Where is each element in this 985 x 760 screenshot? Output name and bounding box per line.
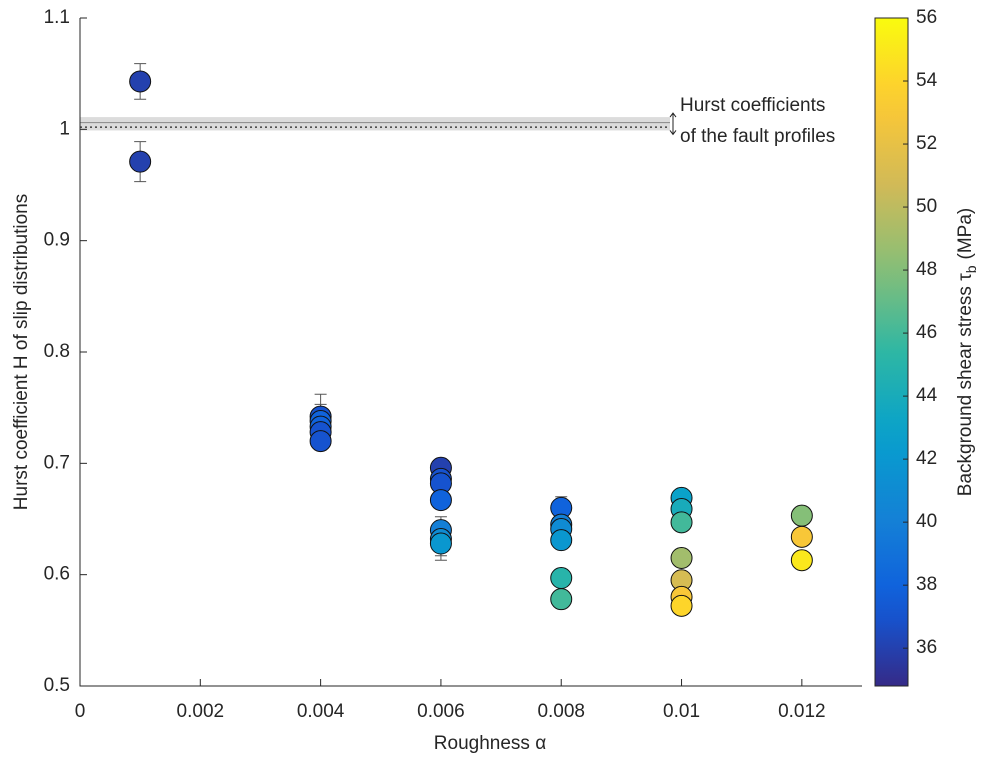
- x-tick-label: 0.006: [417, 701, 465, 722]
- colorbar-tick-label: 42: [916, 448, 937, 469]
- point: [670, 546, 693, 569]
- x-tick-label: 0.008: [537, 701, 585, 722]
- colorbar-tick-label: 54: [916, 70, 938, 91]
- point: [550, 588, 573, 611]
- x-tick-label: 0.01: [663, 701, 700, 722]
- colorbar-tick-label: 56: [916, 7, 937, 28]
- y-tick-label: 0.7: [44, 452, 70, 473]
- y-tick-label: 0.9: [44, 230, 70, 251]
- x-tick-label: 0.002: [177, 701, 225, 722]
- colorbar-label-sub: b: [963, 265, 979, 273]
- point: [429, 489, 452, 512]
- point: [670, 511, 693, 534]
- colorbar-tick-label: 40: [916, 511, 937, 532]
- reference-label: Hurst coefficients: [680, 95, 825, 116]
- point: [790, 525, 813, 548]
- reference-arrow: [669, 112, 677, 136]
- colorbar-tick-label: 52: [916, 133, 937, 154]
- colorbar-tick-label: 48: [916, 259, 937, 280]
- point: [129, 70, 152, 93]
- y-tick-label: 1.1: [44, 7, 70, 28]
- reference-label: of the fault profiles: [680, 126, 835, 147]
- y-tick-label: 0.8: [44, 341, 70, 362]
- y-tick-label: 1: [59, 118, 70, 139]
- colorbar-tick-label: 46: [916, 322, 937, 343]
- point: [309, 430, 332, 453]
- x-axis-label: Roughness α: [434, 733, 546, 754]
- colorbar-tick-label: 36: [916, 637, 937, 658]
- point: [790, 504, 813, 527]
- colorbar: [874, 17, 909, 687]
- colorbar-tick-label: 44: [916, 385, 938, 406]
- point: [670, 594, 693, 617]
- y-tick-label: 0.5: [44, 675, 70, 696]
- colorbar-label-text: Background shear stress τ: [955, 273, 976, 496]
- x-tick-label: 0: [75, 701, 86, 722]
- y-axis-label: Hurst coefficient H of slip distribution…: [11, 194, 32, 510]
- reference-band: [80, 117, 670, 131]
- x-tick-label: 0.004: [297, 701, 345, 722]
- colorbar-label-unit: (MPa): [955, 208, 976, 260]
- colorbar-label: Background shear stress τb (MPa): [955, 208, 979, 496]
- point: [129, 150, 152, 173]
- point: [550, 529, 573, 552]
- x-tick-label: 0.012: [778, 701, 826, 722]
- point: [790, 549, 813, 572]
- y-tick-label: 0.6: [44, 564, 70, 585]
- colorbar-tick-label: 38: [916, 574, 937, 595]
- colorbar-tick-label: 50: [916, 196, 937, 217]
- point: [429, 532, 452, 555]
- point: [550, 567, 573, 590]
